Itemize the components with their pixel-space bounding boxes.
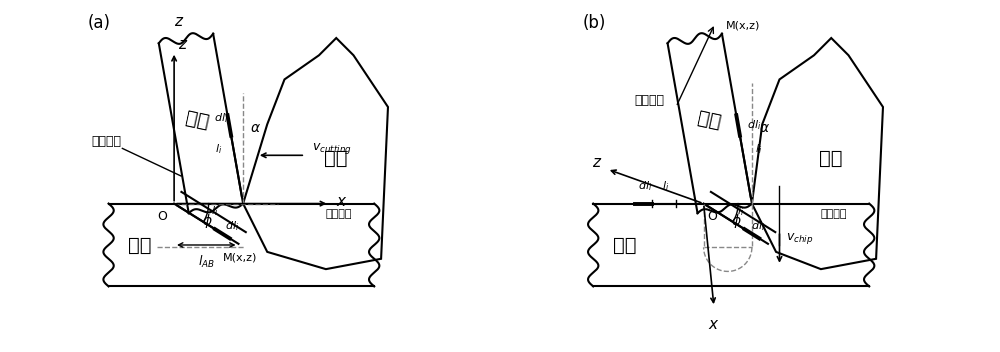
Text: $l_i$: $l_i$: [215, 142, 222, 156]
Text: (a): (a): [88, 14, 111, 32]
Text: $\alpha$: $\alpha$: [250, 121, 261, 135]
Text: 工件: 工件: [613, 235, 636, 254]
Text: $x$: $x$: [336, 194, 348, 209]
Text: $\phi$: $\phi$: [731, 212, 742, 230]
Text: M(x,z): M(x,z): [223, 252, 257, 263]
Text: $dl_i$: $dl_i$: [638, 180, 652, 193]
Text: $dl_i$: $dl_i$: [747, 118, 761, 132]
Text: 刀具: 刀具: [819, 149, 843, 168]
Text: 加工表面: 加工表面: [326, 209, 352, 219]
Text: $v_{cutting}$: $v_{cutting}$: [312, 141, 352, 156]
Text: M(x,z): M(x,z): [725, 20, 760, 30]
Text: $l_i$: $l_i$: [737, 205, 744, 218]
Text: $z$: $z$: [178, 37, 188, 52]
Text: 对流换热: 对流换热: [635, 94, 665, 107]
Text: $v_{chip}$: $v_{chip}$: [786, 231, 814, 246]
Text: $\alpha$: $\alpha$: [759, 121, 770, 135]
Text: $x$: $x$: [708, 318, 720, 332]
Text: (b): (b): [583, 14, 606, 32]
Text: $l_i$: $l_i$: [662, 180, 669, 193]
Text: 加工表面: 加工表面: [821, 209, 847, 219]
Text: $l_i$: $l_i$: [211, 205, 218, 218]
Text: $l_i$: $l_i$: [755, 142, 762, 156]
Text: $l_{AB}$: $l_{AB}$: [198, 253, 215, 270]
Text: $dl_i$: $dl_i$: [751, 219, 765, 233]
Text: 切屑: 切屑: [184, 108, 211, 132]
Text: $\phi$: $\phi$: [202, 212, 212, 230]
Text: 刀具: 刀具: [324, 149, 348, 168]
Text: 工件: 工件: [128, 235, 151, 254]
Text: 对流换热: 对流换热: [91, 135, 121, 148]
Text: O: O: [707, 210, 717, 224]
Text: $dl_i$: $dl_i$: [214, 112, 228, 125]
Text: 切屑: 切屑: [696, 108, 723, 132]
Text: $z$: $z$: [174, 14, 184, 29]
Text: $dl_i$: $dl_i$: [225, 219, 239, 233]
Text: $z$: $z$: [592, 155, 602, 170]
Text: O: O: [157, 210, 167, 224]
